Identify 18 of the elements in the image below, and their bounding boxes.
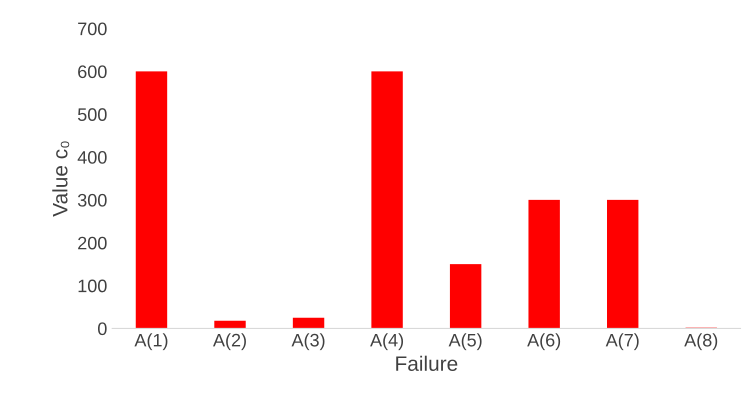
y-tick-label: 500 <box>78 108 107 121</box>
x-axis-title: Failure <box>396 356 458 371</box>
x-tick-label: A(6) <box>527 333 560 350</box>
x-tick-label: A(4) <box>370 333 404 350</box>
y-tick-label: 0 <box>98 322 107 336</box>
y-tick-label: 600 <box>78 65 107 78</box>
x-tick-label: A(5) <box>448 333 482 350</box>
y-tick-label: 300 <box>78 194 107 207</box>
y-tick-label: 100 <box>78 280 107 292</box>
y-axis-title: Value c₀ <box>52 141 70 217</box>
x-tick-label: A(3) <box>292 333 324 350</box>
x-tick-label: A(8) <box>684 333 718 350</box>
y-tick-label: 200 <box>78 236 107 250</box>
x-tick-label: A(7) <box>606 333 639 350</box>
y-tick-label: 400 <box>78 151 107 164</box>
x-tick-label: A(2) <box>212 333 246 350</box>
y-tick-label: 700 <box>78 22 107 36</box>
x-tick-label: A(1) <box>134 333 168 350</box>
